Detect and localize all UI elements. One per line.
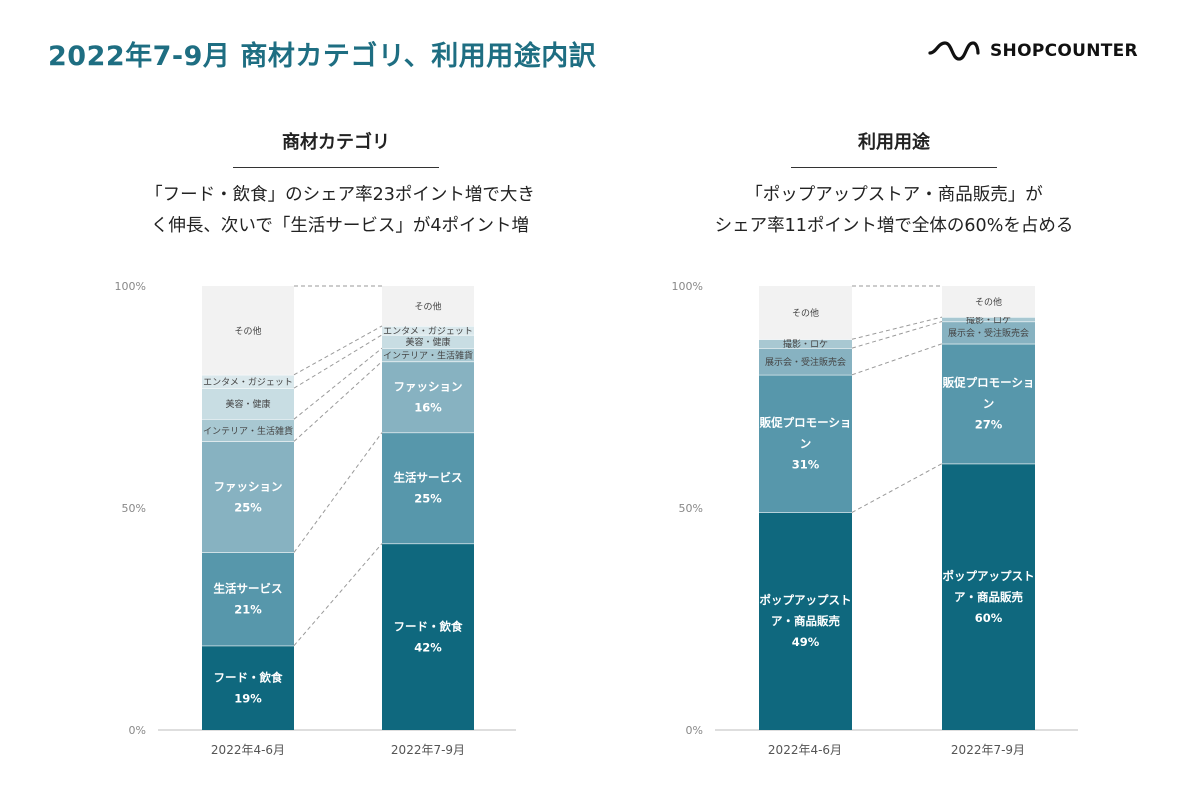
bar-series-label: フード・飲食 (394, 619, 463, 633)
bar-series-label: 生活サービス (394, 471, 463, 485)
bar-series-label: その他 (234, 325, 261, 337)
panel-title-usage: 利用用途 (791, 128, 997, 168)
bar-value-label: 19% (234, 691, 262, 705)
y-tick-label: 0% (129, 724, 146, 737)
bar-segment (202, 419, 294, 442)
y-tick-label: 100% (672, 280, 703, 293)
bar-segment (382, 432, 474, 544)
panel-subtitle-usage: 「ポップアップストア・商品販売」が シェア率11ポイント増で全体の60%を占める (634, 180, 1154, 242)
bar-segment (202, 441, 294, 553)
connector-line (293, 543, 383, 646)
panel-subtitle-category: 「フード・飲食」のシェア率23ポイント増で大き く伸長、次いで「生活サービス」が… (80, 180, 600, 242)
bar-series-label: ファッション (214, 479, 283, 493)
brand-name: SHOPCOUNTER (990, 41, 1138, 61)
bar-series-label: その他 (975, 296, 1002, 308)
subtitle-line: 「ポップアップストア・商品販売」が (745, 185, 1043, 205)
bar-value-label: 21% (234, 603, 262, 617)
connector-line (293, 325, 383, 376)
bar-segment (942, 463, 1035, 730)
bar-segment (759, 512, 852, 730)
x-category-label: 2022年7-9月 (951, 743, 1025, 757)
bar-series-label: ア・商品販売 (954, 590, 1023, 604)
page-title: 2022年7-9月 商材カテゴリ、利用用途内訳 (48, 41, 597, 72)
bar-series-label: インテリア・生活雑貨 (383, 349, 473, 361)
bar-segment (759, 374, 852, 513)
bar-series-label: 展示会・受注販売会 (948, 327, 1029, 339)
bar-segment (382, 325, 474, 335)
bar-value-label: 60% (975, 611, 1003, 625)
bar-segment (759, 339, 852, 349)
bar-series-label: その他 (792, 307, 819, 319)
bar-segment (759, 286, 852, 340)
bar-value-label: 16% (414, 401, 442, 415)
subtitle-line: 「フード・飲食」のシェア率23ポイント増で大き (145, 185, 535, 205)
subtitle-line: シェア率11ポイント増で全体の60%を占める (714, 216, 1074, 236)
bar-value-label: 25% (234, 500, 262, 514)
bar-value-label: 42% (414, 640, 442, 654)
y-tick-label: 50% (122, 502, 146, 515)
bar-series-label: ン (983, 397, 995, 411)
bar-segment (942, 343, 1035, 464)
bar-series-label: 販促プロモーショ (760, 416, 852, 430)
y-tick-label: 100% (115, 280, 146, 293)
shopcounter-logo-icon (928, 41, 980, 61)
bar-series-label: 美容・健康 (405, 336, 450, 348)
panel-title-category: 商材カテゴリ (233, 128, 439, 168)
y-tick-label: 50% (679, 502, 703, 515)
connector-line (293, 347, 383, 420)
bar-series-label: インテリア・生活雑貨 (203, 425, 293, 437)
connector-line (851, 321, 943, 349)
bar-series-label: ン (800, 437, 812, 451)
bar-segment (202, 552, 294, 646)
bar-segment (382, 543, 474, 730)
bar-series-label: フード・飲食 (214, 670, 283, 684)
bar-value-label: 25% (414, 492, 442, 506)
bar-segment (202, 286, 294, 375)
bar-series-label: ファッション (394, 380, 463, 394)
bar-segment (942, 317, 1035, 322)
x-category-label: 2022年4-6月 (211, 743, 285, 757)
bar-segment (202, 645, 294, 730)
bar-series-label: 生活サービス (214, 582, 283, 596)
connector-line (293, 432, 383, 553)
bar-segment (202, 374, 294, 389)
bar-series-label: エンタメ・ガジェット (203, 377, 293, 388)
bar-value-label: 27% (975, 418, 1003, 432)
bar-value-label: 31% (792, 458, 820, 472)
connector-line (851, 316, 943, 340)
connector-line (851, 343, 943, 376)
bar-series-label: ア・商品販売 (771, 614, 840, 628)
bar-series-label: ポップアップスト (943, 569, 1035, 583)
x-category-label: 2022年7-9月 (391, 743, 465, 757)
bar-series-label: 販促プロモーショ (943, 376, 1035, 390)
bar-segment (942, 321, 1035, 344)
connector-line (293, 361, 383, 442)
subtitle-line: く伸長、次いで「生活サービス」が4ポイント増 (150, 216, 530, 236)
bar-value-label: 49% (792, 635, 820, 649)
bar-segment (382, 348, 474, 362)
bar-series-label: ポップアップスト (760, 593, 852, 607)
bar-segment (942, 286, 1035, 318)
y-tick-label: 0% (686, 724, 703, 737)
bar-series-label: エンタメ・ガジェット (383, 326, 473, 337)
bar-series-label: 美容・健康 (225, 398, 270, 410)
bar-series-label: 展示会・受注販売会 (765, 356, 846, 368)
bar-segment (202, 388, 294, 420)
bar-segment (382, 334, 474, 349)
bar-series-label: 撮影・ロケ (783, 338, 828, 350)
x-category-label: 2022年4-6月 (768, 743, 842, 757)
bar-segment (759, 348, 852, 375)
connector-line (293, 334, 383, 389)
bar-segment (382, 361, 474, 433)
brand-logo: SHOPCOUNTER (928, 40, 1138, 62)
bar-series-label: その他 (414, 300, 441, 312)
bar-segment (382, 286, 474, 326)
connector-line (851, 463, 943, 513)
